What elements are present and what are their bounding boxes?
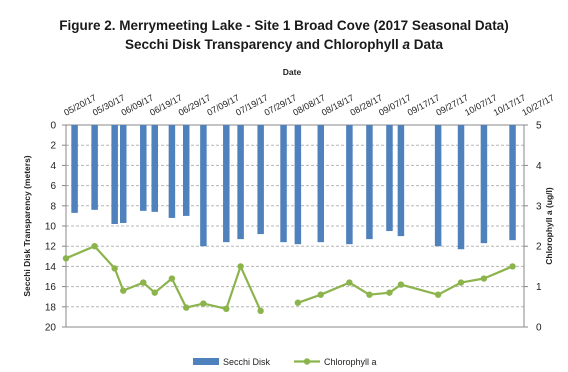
secchi-bar (457, 125, 465, 250)
chlorophyll-point (62, 255, 70, 262)
chlorophyll-point (183, 304, 190, 311)
y-right-tick-label: 4 (536, 161, 542, 172)
chlorophyll-point (223, 305, 230, 313)
legend-swatch-chlorophyll-marker (303, 358, 311, 365)
chlorophyll-point (480, 275, 488, 282)
y-left-tick-label: 14 (45, 262, 57, 273)
chlorophyll-line (297, 265, 513, 304)
chlorophyll-line (65, 245, 262, 312)
y-left-tick-label: 12 (45, 242, 57, 253)
y-right-tick-label: 1 (536, 282, 542, 293)
y-left-tick-label: 4 (50, 161, 56, 172)
secchi-bar (280, 125, 287, 243)
secchi-bar (182, 125, 190, 216)
chlorophyll-point (386, 289, 393, 296)
chart-title-line-1: Figure 2. Merrymeeting Lake - Site 1 Bro… (59, 18, 509, 33)
secchi-bar (140, 125, 147, 211)
secchi-bar (386, 125, 393, 232)
legend-swatch-secchi (193, 358, 219, 365)
chlorophyll-point (366, 291, 373, 298)
y-right-axis-title: Chlorophyll a (ug/l) (544, 187, 554, 265)
secchi-bar (434, 125, 442, 247)
secchi-bar (168, 125, 176, 218)
secchi-bar (346, 125, 353, 245)
chlorophyll-point (257, 307, 264, 315)
chlorophyll-point (457, 279, 465, 286)
chlorophyll-point (237, 263, 244, 270)
chlorophyll-point (91, 243, 98, 250)
chlorophyll-point (120, 287, 127, 294)
x-date-label: 10/27/17 (520, 92, 556, 117)
chlorophyll-point (111, 265, 118, 272)
y-left-tick-label: 0 (50, 121, 56, 132)
secchi-bar (120, 125, 127, 223)
y-right-tick-label: 3 (536, 201, 542, 212)
y-left-tick-label: 16 (45, 282, 57, 293)
secchi-bar (509, 125, 516, 241)
chlorophyll-point (346, 279, 353, 286)
secchi-bar (91, 125, 98, 210)
y-left-tick-label: 20 (45, 323, 57, 334)
legend-label-chlorophyll: Chlorophyll a (324, 357, 377, 367)
chlorophyll-point (317, 291, 324, 298)
y-right-tick-label: 0 (536, 323, 542, 334)
chlorophyll-point (294, 299, 302, 306)
y-right-tick-label: 2 (536, 242, 542, 253)
secchi-bar (257, 125, 264, 235)
y-left-tick-label: 2 (50, 141, 56, 152)
chart-title-line-2: Secchi Disk Transparency and Chlorophyll… (0, 37, 568, 52)
secchi-bar (397, 125, 405, 237)
secchi-bar (237, 125, 244, 240)
secchi-bar (151, 125, 158, 212)
y-left-tick-label: 18 (45, 302, 57, 313)
chlorophyll-point (434, 291, 442, 298)
secchi-bar (71, 125, 78, 213)
secchi-bar (200, 125, 207, 247)
chlorophyll-point (397, 281, 405, 288)
secchi-bar (480, 125, 488, 244)
secchi-bar (294, 125, 302, 245)
x-axis-title: Date (283, 67, 302, 77)
y-left-axis-title: Secchi Disk Transparency (meters) (22, 155, 32, 296)
chlorophyll-point (151, 289, 158, 296)
chlorophyll-point (200, 300, 207, 307)
chlorophyll-point (168, 275, 176, 282)
secchi-bar (223, 125, 230, 243)
chart-title-line-2-text: Secchi Disk Transparency and Chlorophyll (124, 37, 403, 52)
secchi-bar (111, 125, 118, 224)
y-left-tick-label: 8 (50, 201, 56, 212)
y-right-tick-label: 5 (536, 121, 542, 132)
chart-title-line-2-tail: Data (410, 37, 444, 52)
y-left-tick-label: 6 (50, 181, 56, 192)
secchi-bar (317, 125, 325, 243)
y-left-tick-label: 10 (45, 222, 57, 233)
chart-title-italic-a: a (402, 37, 411, 52)
secchi-bar (366, 125, 373, 240)
chlorophyll-point (140, 279, 147, 286)
chlorophyll-point (509, 263, 516, 270)
legend-label-secchi: Secchi Disk (223, 357, 271, 367)
